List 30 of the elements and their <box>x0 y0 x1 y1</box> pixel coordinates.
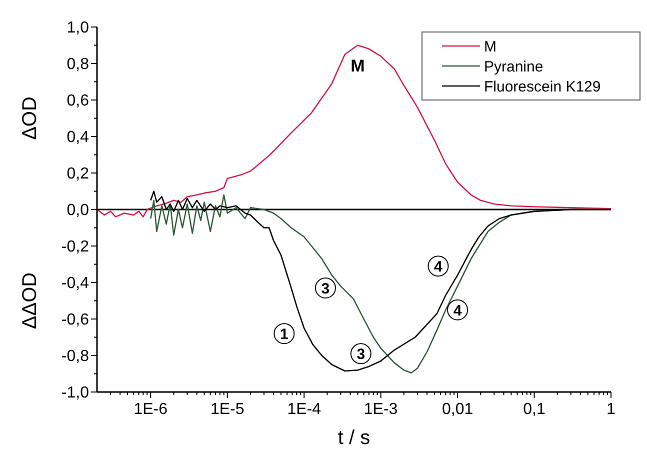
y-tick-label: 0,0 <box>66 202 90 220</box>
annotation: 4 <box>453 302 462 320</box>
x-tick-label: 1E-5 <box>210 401 244 418</box>
annotation: M <box>350 56 365 76</box>
y-tick-label: -0,4 <box>61 275 90 292</box>
x-tick-label: 0,1 <box>523 401 546 418</box>
legend-label: Fluorescein K129 <box>484 78 601 96</box>
annotation: 3 <box>356 346 366 364</box>
annotation: 1 <box>280 326 288 343</box>
y-tick-label: -1,0 <box>61 384 90 402</box>
y-tick-label: 0,2 <box>66 166 90 183</box>
text: ΔΔOD <box>19 272 41 330</box>
y-tick-label: 1,0 <box>66 20 90 37</box>
y-tick-label: -0,8 <box>61 348 90 366</box>
y-tick-label: -0,2 <box>61 238 90 256</box>
legend-label: Pyranine <box>484 58 544 76</box>
annotation: 3 <box>321 280 330 298</box>
y-tick-label: 0,6 <box>66 92 90 110</box>
y-tick-label: 0,8 <box>66 56 90 74</box>
y-tick-label: -0,6 <box>61 312 90 329</box>
x-tick-label: 0,01 <box>442 401 474 418</box>
y-axis-title: ΔOD <box>19 96 41 140</box>
x-tick-label: 1 <box>606 401 616 418</box>
x-tick-label: 1E-6 <box>134 401 168 418</box>
x-tick-label: 1E-4 <box>287 401 322 418</box>
legend-label: M <box>484 38 496 56</box>
annotation: 4 <box>434 258 444 276</box>
x-tick-label: 1E-3 <box>364 401 398 418</box>
y-tick-label: 0,4 <box>66 129 90 146</box>
x-axis-title: t / s <box>338 427 370 449</box>
